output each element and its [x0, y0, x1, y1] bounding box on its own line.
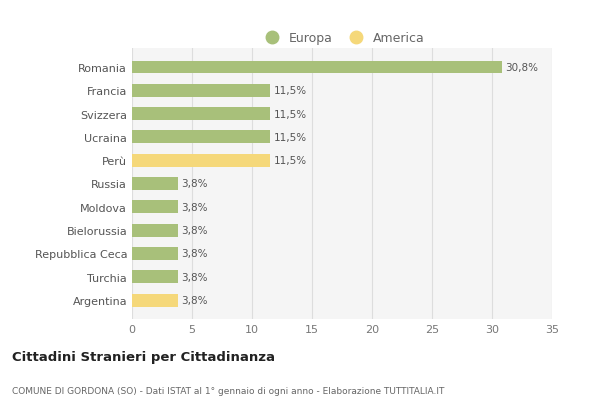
- Text: 11,5%: 11,5%: [274, 133, 307, 142]
- Bar: [132, 178, 178, 191]
- Bar: [132, 154, 270, 167]
- Text: 11,5%: 11,5%: [274, 156, 307, 166]
- Text: COMUNE DI GORDONA (SO) - Dati ISTAT al 1° gennaio di ogni anno - Elaborazione TU: COMUNE DI GORDONA (SO) - Dati ISTAT al 1…: [12, 386, 445, 395]
- Text: 30,8%: 30,8%: [505, 63, 538, 73]
- Bar: [132, 294, 178, 307]
- Text: 11,5%: 11,5%: [274, 86, 307, 96]
- Bar: [132, 247, 178, 260]
- Text: Cittadini Stranieri per Cittadinanza: Cittadini Stranieri per Cittadinanza: [12, 350, 275, 363]
- Text: 3,8%: 3,8%: [181, 249, 208, 259]
- Text: 3,8%: 3,8%: [181, 295, 208, 306]
- Text: 3,8%: 3,8%: [181, 179, 208, 189]
- Bar: [132, 108, 270, 121]
- Bar: [132, 131, 270, 144]
- Bar: [132, 201, 178, 214]
- Text: 3,8%: 3,8%: [181, 202, 208, 212]
- Text: 11,5%: 11,5%: [274, 109, 307, 119]
- Text: 3,8%: 3,8%: [181, 272, 208, 282]
- Bar: [132, 61, 502, 74]
- Bar: [132, 271, 178, 283]
- Bar: [132, 85, 270, 97]
- Legend: Europa, America: Europa, America: [256, 28, 428, 49]
- Text: 3,8%: 3,8%: [181, 226, 208, 236]
- Bar: [132, 224, 178, 237]
